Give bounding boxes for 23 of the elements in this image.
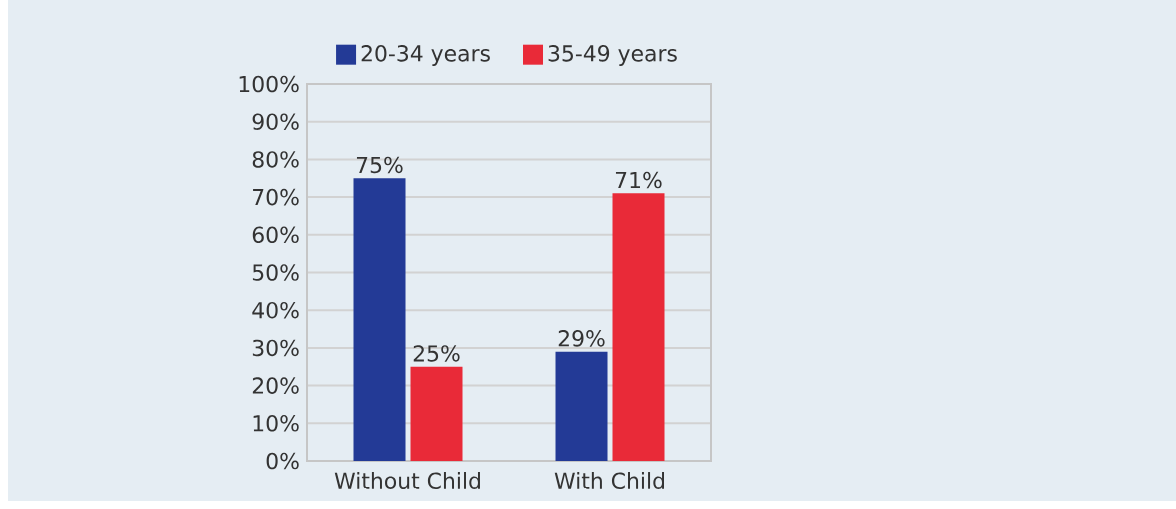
data-label: 71% — [615, 171, 662, 189]
y-tick-label: 30% — [252, 339, 299, 357]
bar — [555, 351, 608, 461]
y-tick-label: 50% — [252, 264, 299, 281]
bar — [410, 366, 463, 461]
legend-label: 20-34 years — [361, 45, 490, 66]
x-tick-label: Without Child — [334, 472, 480, 489]
legend-label: 35-49 years — [548, 45, 677, 66]
data-label: 25% — [413, 345, 460, 362]
y-tick-label: 20% — [252, 377, 299, 394]
y-tick-label: 40% — [252, 301, 299, 319]
y-tick-label: 60% — [252, 226, 299, 244]
y-tick-label: 0% — [266, 452, 299, 470]
bar — [612, 193, 665, 461]
y-tick-label: 100% — [239, 75, 299, 93]
bar — [353, 178, 406, 461]
y-tick-label: 70% — [253, 188, 299, 206]
data-label: 29% — [558, 330, 605, 347]
x-tick-label: With Child — [554, 472, 665, 489]
y-tick-label: 90% — [252, 113, 299, 130]
data-label: 75% — [356, 156, 403, 174]
y-tick-label: 10% — [253, 415, 299, 432]
y-tick-label: 80% — [252, 151, 299, 168]
